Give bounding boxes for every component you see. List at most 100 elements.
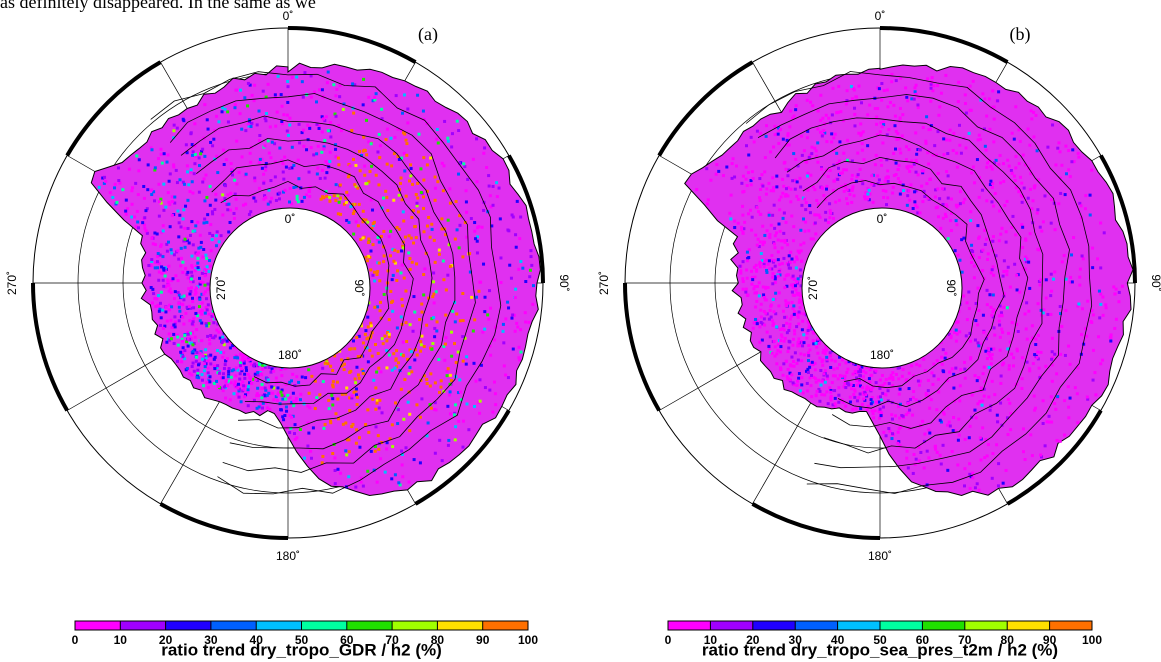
data-speckle bbox=[205, 221, 208, 224]
data-speckle bbox=[891, 432, 894, 435]
polar-map bbox=[33, 28, 543, 538]
data-speckle bbox=[205, 324, 208, 327]
data-speckle bbox=[382, 260, 385, 263]
data-speckle bbox=[781, 246, 784, 249]
data-speckle bbox=[774, 292, 777, 295]
data-speckle bbox=[785, 168, 788, 171]
data-speckle bbox=[833, 368, 836, 371]
data-speckle bbox=[280, 408, 283, 411]
data-speckle bbox=[810, 374, 813, 377]
data-speckle bbox=[936, 359, 939, 362]
data-speckle bbox=[352, 233, 355, 236]
data-speckle bbox=[462, 162, 465, 165]
data-speckle bbox=[393, 249, 396, 252]
data-speckle bbox=[285, 166, 288, 169]
data-speckle bbox=[872, 201, 875, 204]
data-speckle bbox=[963, 368, 966, 371]
data-speckle bbox=[272, 370, 275, 373]
data-speckle bbox=[176, 210, 179, 213]
data-speckle bbox=[790, 356, 793, 359]
data-speckle bbox=[136, 210, 139, 213]
data-speckle bbox=[844, 375, 847, 378]
data-speckle bbox=[378, 241, 381, 244]
data-speckle bbox=[276, 399, 279, 402]
data-speckle bbox=[354, 381, 357, 384]
data-speckle bbox=[808, 366, 811, 369]
data-speckle bbox=[866, 408, 869, 411]
data-speckle bbox=[825, 140, 828, 143]
data-speckle bbox=[778, 291, 781, 294]
data-speckle bbox=[288, 431, 291, 434]
data-speckle bbox=[190, 131, 193, 134]
data-speckle bbox=[1074, 386, 1077, 389]
colorbar-segment bbox=[753, 621, 795, 630]
data-speckle bbox=[205, 381, 208, 384]
data-speckle bbox=[224, 108, 227, 111]
data-speckle bbox=[470, 296, 473, 299]
data-speckle bbox=[346, 193, 349, 196]
data-speckle bbox=[1090, 321, 1093, 324]
data-speckle bbox=[1067, 416, 1070, 419]
data-speckle bbox=[216, 349, 219, 352]
data-speckle bbox=[931, 383, 934, 386]
data-speckle bbox=[348, 409, 351, 412]
data-speckle bbox=[241, 380, 244, 383]
data-speckle bbox=[1065, 172, 1068, 175]
data-speckle bbox=[844, 386, 847, 389]
data-speckle bbox=[282, 162, 285, 165]
data-speckle bbox=[910, 364, 913, 367]
data-speckle bbox=[1011, 132, 1014, 135]
data-speckle bbox=[420, 303, 423, 306]
data-speckle bbox=[339, 184, 342, 187]
data-speckle bbox=[356, 396, 359, 399]
data-speckle bbox=[194, 312, 197, 315]
data-speckle bbox=[1016, 349, 1019, 352]
data-speckle bbox=[823, 372, 826, 375]
data-speckle bbox=[805, 337, 808, 340]
data-speckle bbox=[455, 200, 458, 203]
data-speckle bbox=[401, 112, 404, 115]
data-speckle bbox=[188, 292, 191, 295]
data-speckle bbox=[199, 339, 202, 342]
data-speckle bbox=[385, 366, 388, 369]
data-speckle bbox=[474, 380, 477, 383]
data-speckle bbox=[1038, 367, 1041, 370]
data-speckle bbox=[156, 232, 159, 235]
data-speckle bbox=[442, 260, 445, 263]
data-speckle bbox=[892, 378, 895, 381]
degree-label: 0˚ bbox=[285, 212, 296, 226]
data-speckle bbox=[1002, 482, 1005, 485]
data-speckle bbox=[449, 374, 452, 377]
data-speckle bbox=[308, 406, 311, 409]
data-speckle bbox=[937, 172, 940, 175]
data-speckle bbox=[446, 137, 449, 140]
data-speckle bbox=[802, 391, 805, 394]
data-speckle bbox=[904, 86, 907, 89]
data-speckle bbox=[1032, 135, 1035, 138]
data-speckle bbox=[326, 362, 329, 365]
data-speckle bbox=[143, 216, 146, 219]
data-speckle bbox=[432, 316, 435, 319]
degree-label: 270˚ bbox=[214, 276, 228, 300]
data-speckle bbox=[426, 163, 429, 166]
data-speckle bbox=[824, 352, 827, 355]
data-speckle bbox=[759, 199, 762, 202]
data-speckle bbox=[379, 309, 382, 312]
data-speckle bbox=[884, 180, 887, 183]
data-speckle bbox=[332, 83, 335, 86]
data-speckle bbox=[264, 169, 267, 172]
data-speckle bbox=[988, 293, 991, 296]
data-speckle bbox=[774, 265, 777, 268]
data-speckle bbox=[927, 162, 930, 165]
data-speckle bbox=[224, 363, 227, 366]
data-speckle bbox=[999, 402, 1002, 405]
data-speckle bbox=[797, 359, 800, 362]
data-speckle bbox=[376, 305, 379, 308]
data-speckle bbox=[1044, 365, 1047, 368]
data-speckle bbox=[769, 150, 772, 153]
data-speckle bbox=[823, 393, 826, 396]
data-speckle bbox=[483, 328, 486, 331]
colorbar-segment bbox=[710, 621, 752, 630]
data-speckle bbox=[928, 432, 931, 435]
data-speckle bbox=[343, 368, 346, 371]
